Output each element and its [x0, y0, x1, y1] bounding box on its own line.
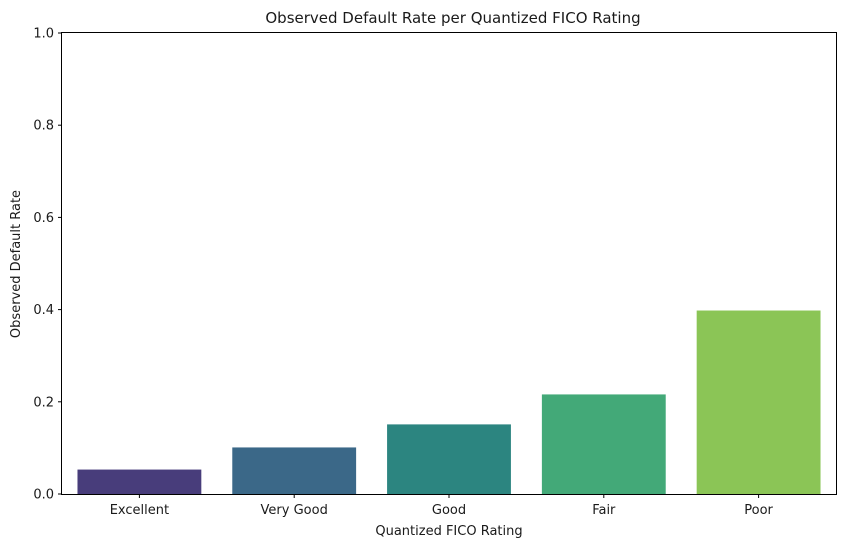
chart-title: Observed Default Rate per Quantized FICO…	[265, 9, 640, 27]
bar-good	[387, 424, 511, 494]
x-tick-label: Excellent	[110, 503, 169, 518]
x-tick-label: Good	[432, 503, 466, 518]
y-tick-label: 0.4	[33, 303, 54, 318]
y-tick-label: 0.2	[33, 395, 54, 410]
x-tick-label: Very Good	[261, 503, 328, 518]
y-tick-label: 0.0	[33, 488, 54, 503]
y-axis-label: Observed Default Rate	[9, 190, 24, 338]
x-tick-label: Fair	[592, 503, 616, 518]
plot-frame	[61, 32, 837, 495]
x-tick-label: Poor	[744, 503, 773, 518]
bar-very-good	[232, 447, 357, 494]
x-axis-label: Quantized FICO Rating	[375, 524, 522, 539]
y-tick-label: 1.0	[33, 27, 54, 42]
bars-group	[77, 310, 821, 494]
y-axis-ticks: 0.0 0.2 0.4 0.6 0.8 1.0	[33, 27, 62, 503]
bar-excellent	[77, 469, 202, 494]
y-tick-label: 0.6	[33, 211, 54, 226]
bar-poor	[696, 310, 821, 494]
bar-fair	[541, 394, 666, 494]
y-tick-label: 0.8	[33, 119, 54, 134]
x-axis-ticks: Excellent Very Good Good Fair Poor	[110, 494, 774, 518]
